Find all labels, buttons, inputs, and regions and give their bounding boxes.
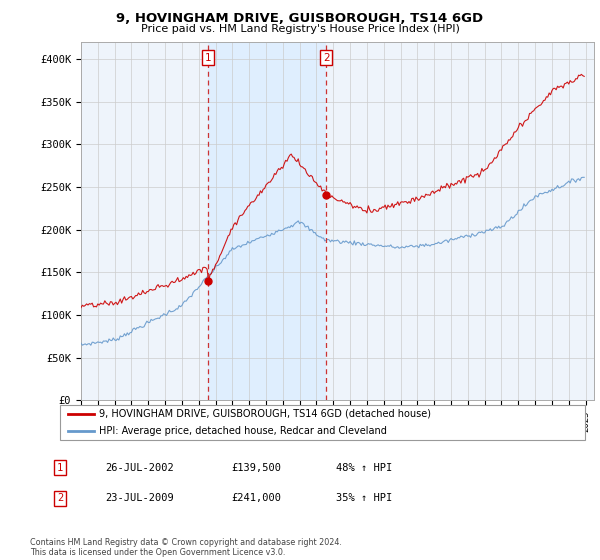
Text: Contains HM Land Registry data © Crown copyright and database right 2024.
This d: Contains HM Land Registry data © Crown c…: [30, 538, 342, 557]
Text: 1: 1: [57, 463, 63, 473]
Text: 9, HOVINGHAM DRIVE, GUISBOROUGH, TS14 6GD (detached house): 9, HOVINGHAM DRIVE, GUISBOROUGH, TS14 6G…: [100, 409, 431, 418]
Text: 2: 2: [57, 493, 63, 503]
Text: 23-JUL-2009: 23-JUL-2009: [105, 493, 174, 503]
Text: £139,500: £139,500: [231, 463, 281, 473]
Text: 35% ↑ HPI: 35% ↑ HPI: [336, 493, 392, 503]
Bar: [208, 42, 326, 400]
Text: 48% ↑ HPI: 48% ↑ HPI: [336, 463, 392, 473]
Text: 1: 1: [205, 53, 212, 63]
Text: 2: 2: [323, 53, 329, 63]
Text: Price paid vs. HM Land Registry's House Price Index (HPI): Price paid vs. HM Land Registry's House …: [140, 24, 460, 34]
Text: HPI: Average price, detached house, Redcar and Cleveland: HPI: Average price, detached house, Redc…: [100, 426, 387, 436]
Text: £241,000: £241,000: [231, 493, 281, 503]
Text: 26-JUL-2002: 26-JUL-2002: [105, 463, 174, 473]
Text: 9, HOVINGHAM DRIVE, GUISBOROUGH, TS14 6GD: 9, HOVINGHAM DRIVE, GUISBOROUGH, TS14 6G…: [116, 12, 484, 25]
